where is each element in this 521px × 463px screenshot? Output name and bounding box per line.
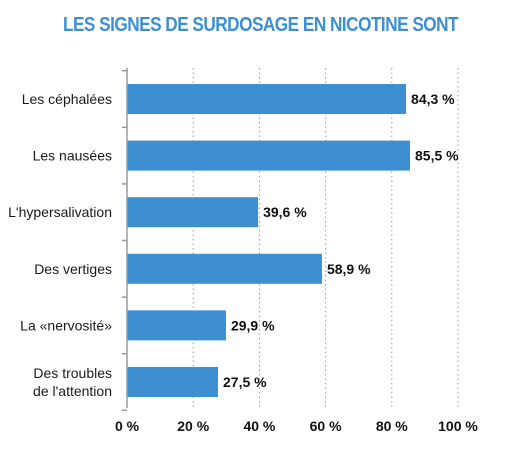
value-label: 29,9 % bbox=[231, 317, 275, 333]
bar-2 bbox=[127, 197, 259, 228]
category-label: La «nervosité» bbox=[20, 317, 112, 333]
category-label: Les céphalées bbox=[22, 91, 112, 107]
category-labels: Les céphalées Les nausées L'hypersalivatio… bbox=[8, 91, 112, 399]
value-label: 27,5 % bbox=[223, 374, 267, 390]
value-label: 84,3 % bbox=[411, 91, 455, 107]
y-axis bbox=[122, 68, 128, 412]
chart-title: LES SIGNES DE SURDOSAGE EN NICOTINE SONT bbox=[62, 14, 459, 36]
x-tick-label: 80 % bbox=[376, 418, 408, 434]
grid-lines bbox=[192, 68, 459, 408]
x-tick-labels: 0 % 20 % 40 % 60 % 80 % 100 % bbox=[115, 418, 478, 434]
bar-4 bbox=[127, 310, 226, 341]
bars bbox=[127, 84, 411, 397]
bar-5 bbox=[127, 367, 219, 397]
value-label: 58,9 % bbox=[327, 261, 371, 277]
value-label: 85,5 % bbox=[415, 148, 459, 164]
category-label: L'hypersalivation bbox=[8, 204, 112, 220]
bar-1 bbox=[127, 140, 411, 171]
x-tick-label: 40 % bbox=[243, 418, 275, 434]
x-tick-label: 60 % bbox=[310, 418, 342, 434]
category-label: Les nausées bbox=[33, 148, 112, 164]
x-tick-label: 100 % bbox=[438, 418, 478, 434]
category-label: Des vertiges bbox=[34, 261, 112, 277]
value-labels: 84,3 % 85,5 % 39,6 % 58,9 % 29,9 % 27,5 % bbox=[223, 91, 459, 390]
value-label: 39,6 % bbox=[263, 204, 307, 220]
x-tick-label: 0 % bbox=[115, 418, 140, 434]
x-tick-label: 20 % bbox=[177, 418, 209, 434]
category-label: Des troubles de l'attention bbox=[33, 365, 112, 399]
bar-3 bbox=[127, 253, 322, 284]
bar-0 bbox=[127, 84, 407, 114]
